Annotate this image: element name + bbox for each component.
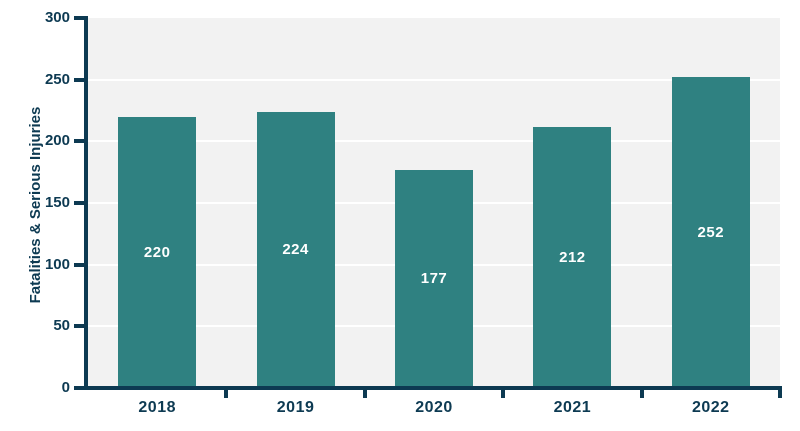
x-tick-mark — [224, 386, 229, 398]
y-tick-label: 50 — [53, 317, 70, 335]
y-tick-mark — [74, 16, 86, 20]
bar-2020: 177 — [395, 169, 473, 388]
y-tick-mark — [74, 386, 86, 390]
bar-2018: 220 — [118, 116, 197, 388]
bar-2022: 252 — [671, 77, 750, 388]
x-axis-label-2019: 2019 — [276, 399, 315, 416]
y-tick-mark — [74, 262, 86, 267]
bar-value-label: 212 — [559, 248, 586, 266]
y-tick-mark — [74, 324, 86, 329]
x-tick-mark — [778, 386, 782, 398]
bar-2021: 212 — [533, 126, 612, 388]
gridline — [88, 140, 780, 143]
x-axis-line — [84, 386, 782, 390]
y-tick-label: 150 — [44, 194, 70, 211]
y-tick-label: 200 — [44, 132, 70, 150]
x-axis-label-2022: 2022 — [691, 399, 730, 416]
bar-2019: 224 — [256, 111, 335, 388]
y-tick-mark — [74, 139, 86, 144]
bar-value-label: 177 — [420, 270, 448, 288]
y-tick-label: 250 — [44, 70, 70, 88]
bar-value-label: 252 — [697, 224, 725, 242]
bar-value-label: 220 — [143, 243, 171, 261]
bar-value-label: 224 — [282, 241, 309, 259]
plot-area: 220 224 177 212 252 — [88, 18, 780, 388]
x-tick-mark — [639, 386, 644, 398]
y-tick-mark — [74, 201, 86, 205]
x-axis-label-2018: 2018 — [138, 399, 176, 416]
y-tick-label: 100 — [44, 255, 70, 273]
y-axis-line — [84, 16, 88, 390]
x-tick-mark — [362, 386, 367, 398]
x-axis-label-2021: 2021 — [553, 399, 592, 416]
y-tick-label: 300 — [44, 9, 70, 26]
y-tick-mark — [74, 77, 86, 82]
gridline — [88, 78, 780, 81]
y-tick-label: 0 — [61, 379, 70, 396]
x-axis-label-2020: 2020 — [415, 399, 453, 416]
x-tick-mark — [501, 386, 506, 398]
